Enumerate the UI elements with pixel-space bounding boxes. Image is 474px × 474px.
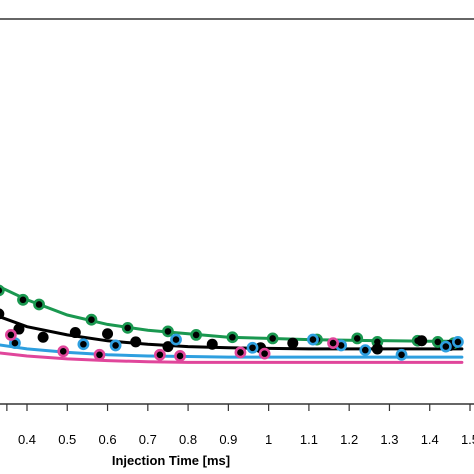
data-point xyxy=(351,332,364,345)
data-point xyxy=(287,337,299,349)
data-point xyxy=(371,343,383,355)
data-point xyxy=(4,328,17,341)
data-point xyxy=(162,341,174,353)
data-point xyxy=(0,308,5,320)
x-ticks: 0.4 0.5 0.6 0.7 0.8 0.9 1 1.1 1.2 1.3 1.4 1.5 xyxy=(6,404,474,447)
series-fit-line xyxy=(0,351,464,364)
data-point xyxy=(121,321,134,334)
data-point xyxy=(452,336,464,348)
data-point xyxy=(226,331,239,344)
data-point xyxy=(93,348,106,361)
data-point xyxy=(174,350,186,362)
x-tick-label: 1 xyxy=(265,432,272,447)
data-point xyxy=(33,298,45,311)
data-point xyxy=(109,339,122,352)
data-point xyxy=(234,346,247,359)
x-tick-label: 0.6 xyxy=(99,432,117,447)
x-tick-label: 0.4 xyxy=(18,432,36,447)
data-point xyxy=(37,331,49,343)
x-tick-label: 0.7 xyxy=(139,432,157,447)
x-tick-label: 0.5 xyxy=(58,432,76,447)
data-point xyxy=(153,348,166,361)
x-tick-label: 1.1 xyxy=(300,432,318,447)
x-tick-label: 1.2 xyxy=(340,432,358,447)
data-point xyxy=(102,328,114,340)
x-tick-label: 0.9 xyxy=(219,432,237,447)
x-tick-label: 1.5 xyxy=(461,432,474,447)
data-point xyxy=(162,325,174,338)
data-point xyxy=(190,328,203,341)
data-point xyxy=(0,284,5,297)
series-fit-line xyxy=(0,315,464,351)
data-point xyxy=(416,335,428,347)
data-point xyxy=(206,338,218,350)
data-point xyxy=(327,337,339,349)
data-point xyxy=(13,323,25,335)
data-point xyxy=(266,332,279,345)
data-point xyxy=(246,341,259,354)
x-tick-label: 0.8 xyxy=(179,432,197,447)
data-point xyxy=(395,348,408,361)
data-point xyxy=(170,333,182,346)
data-markers xyxy=(0,284,464,362)
data-point xyxy=(17,293,29,306)
data-point xyxy=(439,340,452,353)
data-point xyxy=(85,313,98,326)
data-point xyxy=(130,336,142,348)
data-point xyxy=(57,345,70,358)
data-point xyxy=(77,338,90,351)
x-tick-label: 1.3 xyxy=(380,432,398,447)
data-point xyxy=(258,347,271,360)
data-point xyxy=(69,327,81,339)
data-point xyxy=(359,344,372,357)
x-axis-title: Injection Time [ms] xyxy=(112,453,230,468)
data-point xyxy=(307,333,319,346)
x-tick-label: 1.4 xyxy=(421,432,439,447)
